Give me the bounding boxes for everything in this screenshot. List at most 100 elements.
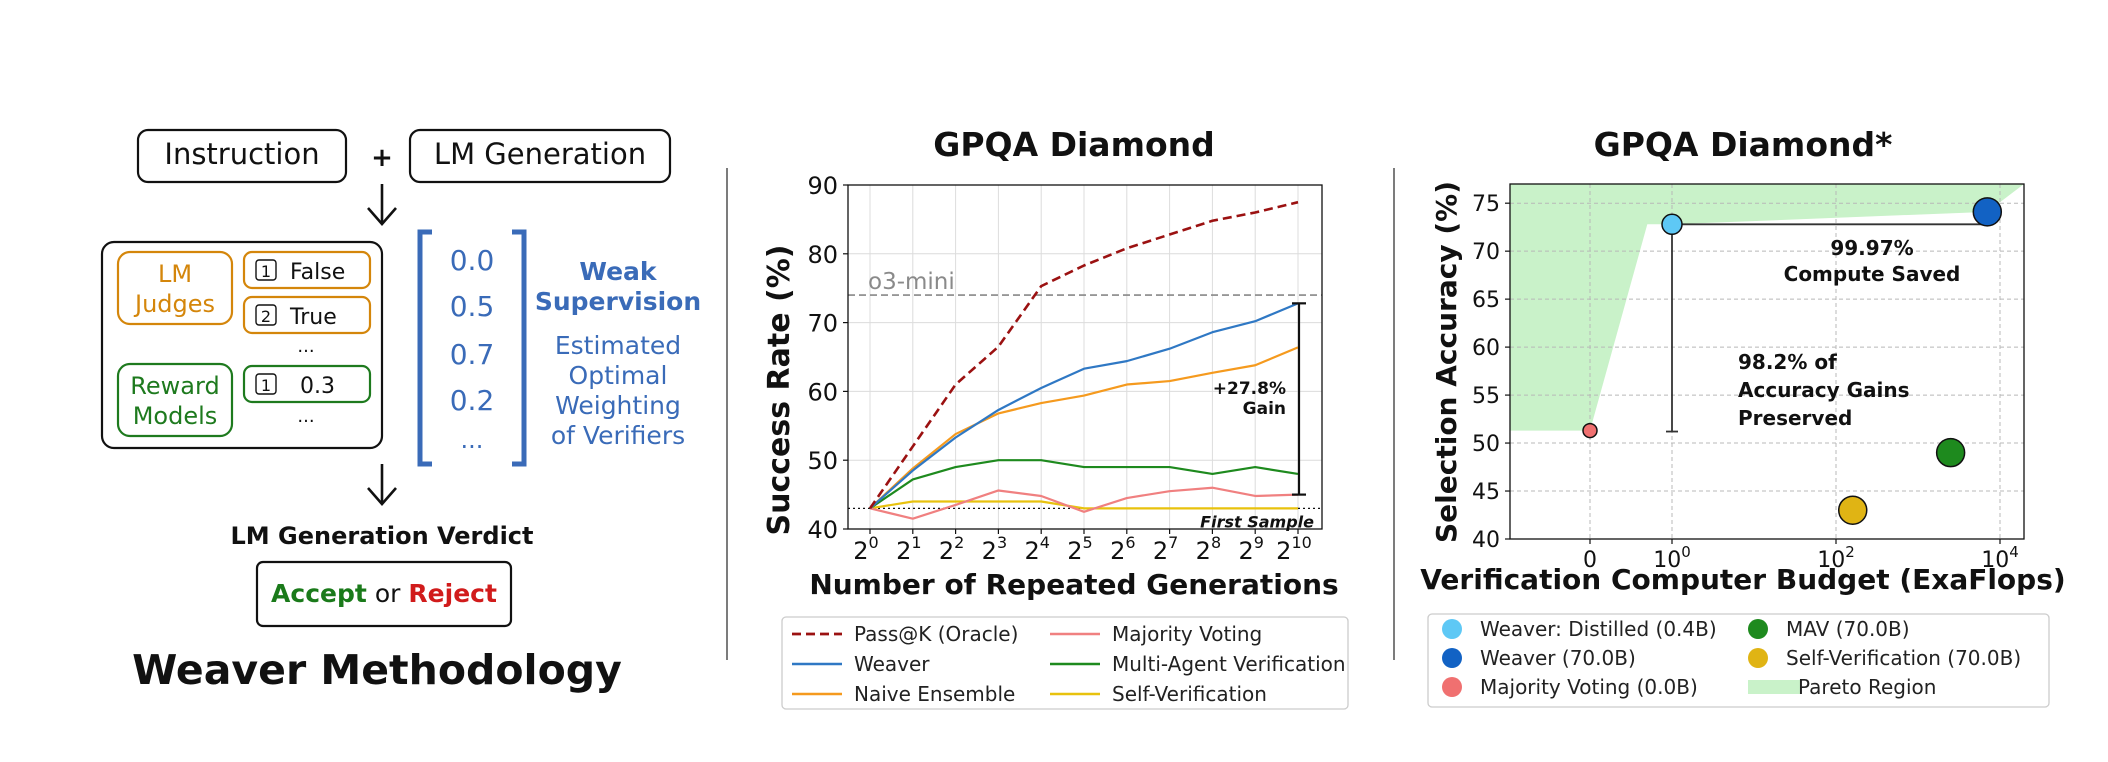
x-tick-label: 102 xyxy=(1817,543,1855,573)
x-tick-exponent: 0 xyxy=(869,533,879,552)
scatter-chart: GPQA Diamond* 99.97%Compute Saved 98.2% o… xyxy=(1420,125,2066,708)
point-majority-voting-0-0b xyxy=(1582,422,1598,439)
y-tick-label: 70 xyxy=(1472,240,1500,265)
judge-index-1: 1 xyxy=(261,262,271,281)
lm-judges-box xyxy=(116,250,234,326)
x-tick-label: 100 xyxy=(1653,543,1691,573)
arrow-down-icon xyxy=(367,464,397,506)
weight-value-1: 0.0 xyxy=(450,244,495,277)
reject-label: Reject xyxy=(408,579,497,608)
legend-label: MAV (70.0B) xyxy=(1786,617,1910,641)
judge-ellipsis: ... xyxy=(297,336,314,357)
x-tick-exponent: 3 xyxy=(997,533,1007,552)
y-tick-label: 45 xyxy=(1472,480,1500,505)
x-axis-label: Verification Computer Budget (ExaFlops) xyxy=(1420,563,2065,596)
x-tick-exponent: 4 xyxy=(1040,533,1050,552)
gain-label-1: +27.8% xyxy=(1213,379,1286,399)
point-weaver-distilled-0-4b xyxy=(1661,213,1683,236)
legend-label: Majority Voting xyxy=(1112,622,1262,646)
compute-saved-label-2: Compute Saved xyxy=(1784,262,1961,286)
verdict-box xyxy=(255,560,513,628)
x-tick-exponent: 9 xyxy=(1254,533,1264,552)
estimated-3: Weighting xyxy=(555,391,681,420)
reward-models-box xyxy=(116,362,234,438)
judge-value-1: False xyxy=(290,260,345,285)
x-tick-base: 2 xyxy=(1153,537,1168,565)
reward-index-box-1 xyxy=(255,373,277,395)
judge-index-box-1 xyxy=(255,259,277,281)
accuracy-preserved-label: 98.2% of xyxy=(1738,350,1837,374)
x-tick-label: 24 xyxy=(1024,533,1049,565)
judge-index-2: 2 xyxy=(261,307,271,326)
y-axis-label: Selection Accuracy (%) xyxy=(1430,181,1463,543)
x-tick-label: 104 xyxy=(1981,543,2019,573)
verifier-box xyxy=(100,240,384,450)
accuracy-preserved-label: Accuracy Gains xyxy=(1738,378,1910,402)
x-tick-exponent: 5 xyxy=(1083,533,1093,552)
legend-label: Majority Voting (0.0B) xyxy=(1480,675,1698,699)
x-tick-label: 20 xyxy=(853,533,878,565)
pareto-fill xyxy=(1510,184,2024,431)
legend-label: Weaver: Distilled (0.4B) xyxy=(1480,617,1717,641)
or-label: or xyxy=(375,579,401,608)
instruction-label: Instruction xyxy=(164,137,319,171)
legend-swatch xyxy=(1442,677,1462,697)
x-tick-exponent: 2 xyxy=(1845,543,1855,561)
x-tick-label: 28 xyxy=(1196,533,1221,565)
first-sample-label: First Sample xyxy=(1200,512,1314,531)
x-tick-label: 29 xyxy=(1238,533,1263,565)
pareto-region xyxy=(1510,184,2024,431)
legend-label: Weaver (70.0B) xyxy=(1480,646,1636,670)
judge-value-2: True xyxy=(289,305,337,330)
chart-annotations: 99.97%Compute Saved 98.2% of Accuracy Gain… xyxy=(1666,211,1989,433)
legend-swatch xyxy=(1748,619,1768,639)
x-tick-exponent: 4 xyxy=(2009,543,2019,561)
chart-title: GPQA Diamond xyxy=(933,125,1215,164)
y-tick-label: 70 xyxy=(807,310,838,338)
y-tick-label: 55 xyxy=(1472,384,1500,409)
legend-label: Pass@K (Oracle) xyxy=(854,622,1018,646)
series-line-self-verification xyxy=(869,500,1298,510)
lm-judges-label-1: LM xyxy=(158,260,192,288)
reward-value-1: 0.3 xyxy=(300,374,335,399)
x-tick-exponent: 1 xyxy=(911,533,921,552)
lm-judges-label-2: Judges xyxy=(133,290,215,318)
instruction-box xyxy=(136,128,348,184)
judge-row-1 xyxy=(242,250,372,290)
x-tick-base: 2 xyxy=(1196,537,1211,565)
y-tick-label: 60 xyxy=(1472,336,1500,361)
judge-index-box-2 xyxy=(255,304,277,326)
x-tick-base: 10 xyxy=(1817,548,1845,573)
weight-value-3: 0.7 xyxy=(450,338,495,371)
legend-swatch xyxy=(1442,648,1462,668)
x-tick-base: 10 xyxy=(1981,548,2009,573)
x-tick-label: 25 xyxy=(1067,533,1092,565)
legend-label: Multi-Agent Verification xyxy=(1112,652,1346,676)
x-tick-base: 2 xyxy=(1110,537,1125,565)
y-tick-label: 40 xyxy=(807,516,838,544)
x-tick-base: 10 xyxy=(1653,548,1681,573)
line-chart: GPQA Diamond o3-mini First Sample +27.8%G… xyxy=(762,125,1349,710)
y-tick-label: 40 xyxy=(1472,528,1500,553)
x-tick-exponent: 2 xyxy=(954,533,964,552)
legend-swatch xyxy=(1748,680,1800,694)
x-tick-base: 2 xyxy=(896,537,911,565)
point-mav-70-0b xyxy=(1935,437,1966,468)
y-tick-label: 80 xyxy=(807,241,838,269)
weight-value-2: 0.5 xyxy=(450,290,495,323)
lm-generation-box xyxy=(408,128,672,184)
point-self-verification-70-0b xyxy=(1837,495,1868,525)
reward-ellipsis: ... xyxy=(297,406,314,427)
estimated-2: Optimal xyxy=(569,361,668,390)
series-line-weaver xyxy=(869,302,1299,510)
chart-legend: Weaver: Distilled (0.4B) Weaver (70.0B) Ma… xyxy=(1427,613,2050,708)
x-tick-label: 22 xyxy=(939,533,964,565)
series-line-majority-voting xyxy=(869,486,1299,520)
y-tick-label: 60 xyxy=(807,378,838,406)
weight-ellipsis: ... xyxy=(461,426,484,454)
verdict-text: Accept or Reject xyxy=(271,579,497,608)
methodology-title: Weaver Methodology xyxy=(132,646,622,694)
x-tick-base: 2 xyxy=(1276,537,1291,565)
